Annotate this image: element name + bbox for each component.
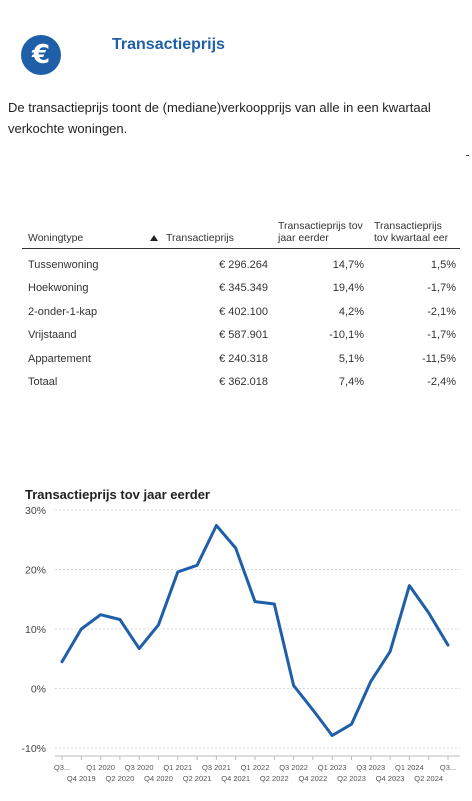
cell-qoq: 1,5% [430,258,456,271]
table-row: Tussenwoning € 296.264 14,7% 1,5% [22,249,460,277]
data-point[interactable] [232,544,240,552]
cell-type: Totaal [28,376,58,389]
data-point[interactable] [290,682,298,690]
data-point[interactable] [251,598,259,606]
x-tick-label: Q3... [440,763,456,772]
table-row: Hoekwoning € 345.349 19,4% -1,7% [22,277,460,301]
cell-qoq: -2,1% [427,305,456,318]
y-tick-label: 10% [25,624,46,636]
cell-yoy: 19,4% [332,282,364,295]
x-tick-label: Q4 2023 [376,774,405,783]
data-point[interactable] [444,641,452,649]
price-table: Woningtype Transactieprijs Transactiepri… [22,220,460,394]
edge-mark [466,155,469,156]
table-row: Appartement € 240.318 5,1% -11,5% [22,347,460,371]
y-tick-label: 20% [25,565,46,577]
data-point[interactable] [135,645,143,653]
x-tick-label: Q2 2023 [337,774,366,783]
sort-ascending-icon[interactable] [150,235,158,242]
series-line[interactable] [60,524,450,737]
cell-price: € 296.264 [219,258,268,271]
data-point[interactable] [58,658,66,666]
data-point[interactable] [328,732,336,740]
column-header-yoy[interactable]: Transactieprijs tov jaar eerder [272,220,368,249]
header: € Transactieprijs [0,0,472,90]
data-point[interactable] [155,621,163,629]
data-point[interactable] [386,648,394,656]
cell-price: € 362.018 [219,376,268,389]
y-tick-label: -10% [21,743,46,755]
x-tick-label: Q3 2022 [279,763,308,772]
page-title: Transactieprijs [112,36,225,53]
cell-price: € 587.901 [219,329,268,342]
line-chart: 30% 20% 10% 0% -10% Q3... Q4 2019 Q1 2020 Q2 202… [21,505,460,783]
x-tick-label: Q4 2019 [67,774,96,783]
y-tick-label: 30% [25,505,46,517]
data-point[interactable] [309,706,317,714]
x-tick-label: Q4 2022 [299,774,328,783]
cell-qoq: -11,5% [421,352,456,365]
cell-type: Hoekwoning [28,282,89,295]
data-point[interactable] [348,720,356,728]
cell-yoy: 14,7% [332,258,364,271]
data-point[interactable] [212,521,220,529]
column-header-qoq[interactable]: Transactieprijs tov kwartaal eer [368,220,460,249]
x-tick-label: Q2 2021 [183,774,212,783]
intro-text: De transactieprijs toont de (mediane)ver… [8,100,431,136]
x-tick-label: Q1 2024 [395,763,424,772]
cell-type: Vrijstaand [28,329,77,342]
data-point[interactable] [425,609,433,617]
x-tick-label: Q3 2021 [202,763,231,772]
cell-type: Tussenwoning [28,258,99,271]
data-point[interactable] [116,615,124,623]
x-tick-label: Q1 2021 [163,763,192,772]
cell-yoy: 7,4% [338,376,364,389]
x-tick-label: Q4 2020 [144,774,173,783]
x-tick-label: Q1 2022 [241,763,270,772]
cell-price: € 402.100 [219,305,268,318]
data-point[interactable] [405,582,413,590]
x-tick-label: Q3 2020 [125,763,154,772]
x-tick-label: Q2 2024 [414,774,443,783]
table-header-row: Woningtype Transactieprijs Transactiepri… [22,220,460,249]
x-tick-label: Q2 2020 [106,774,135,783]
data-point[interactable] [367,677,375,685]
cell-qoq: -1,7% [427,329,456,342]
column-header-type[interactable]: Woningtype [22,220,144,249]
table-row: 2-onder-1-kap € 402.100 4,2% -2,1% [22,300,460,324]
x-tick-label: Q2 2022 [260,774,289,783]
x-tick-label: Q3... [54,763,70,772]
column-header-price[interactable]: Transactieprijs [144,220,272,249]
data-point[interactable] [193,561,201,569]
x-tick-label: Q1 2020 [86,763,115,772]
chart-title: Transactieprijs tov jaar eerder [25,487,210,502]
cell-yoy: 5,1% [338,352,364,365]
table-row: Totaal € 362.018 7,4% -2,4% [22,371,460,395]
table-row: Vrijstaand € 587.901 -10,1% -1,7% [22,324,460,348]
data-point[interactable] [174,568,182,576]
data-point[interactable] [77,625,85,633]
x-tick-label: Q1 2023 [318,763,347,772]
x-tick-label: Q3 2023 [356,763,385,772]
cell-yoy: 4,2% [338,305,364,318]
cell-qoq: -1,7% [427,282,456,295]
column-header-price-label: Transactieprijs [166,232,234,244]
cell-price: € 345.349 [219,282,268,295]
cell-type: 2-onder-1-kap [28,305,98,318]
y-tick-label: 0% [31,684,46,696]
cell-qoq: -2,4% [427,376,456,389]
euro-icon: € [21,35,61,75]
cell-type: Appartement [28,352,91,365]
data-point[interactable] [270,600,278,608]
cell-yoy: -10,1% [329,329,364,342]
data-point[interactable] [97,611,105,619]
cell-price: € 240.318 [219,352,268,365]
x-tick-label: Q4 2021 [221,774,250,783]
